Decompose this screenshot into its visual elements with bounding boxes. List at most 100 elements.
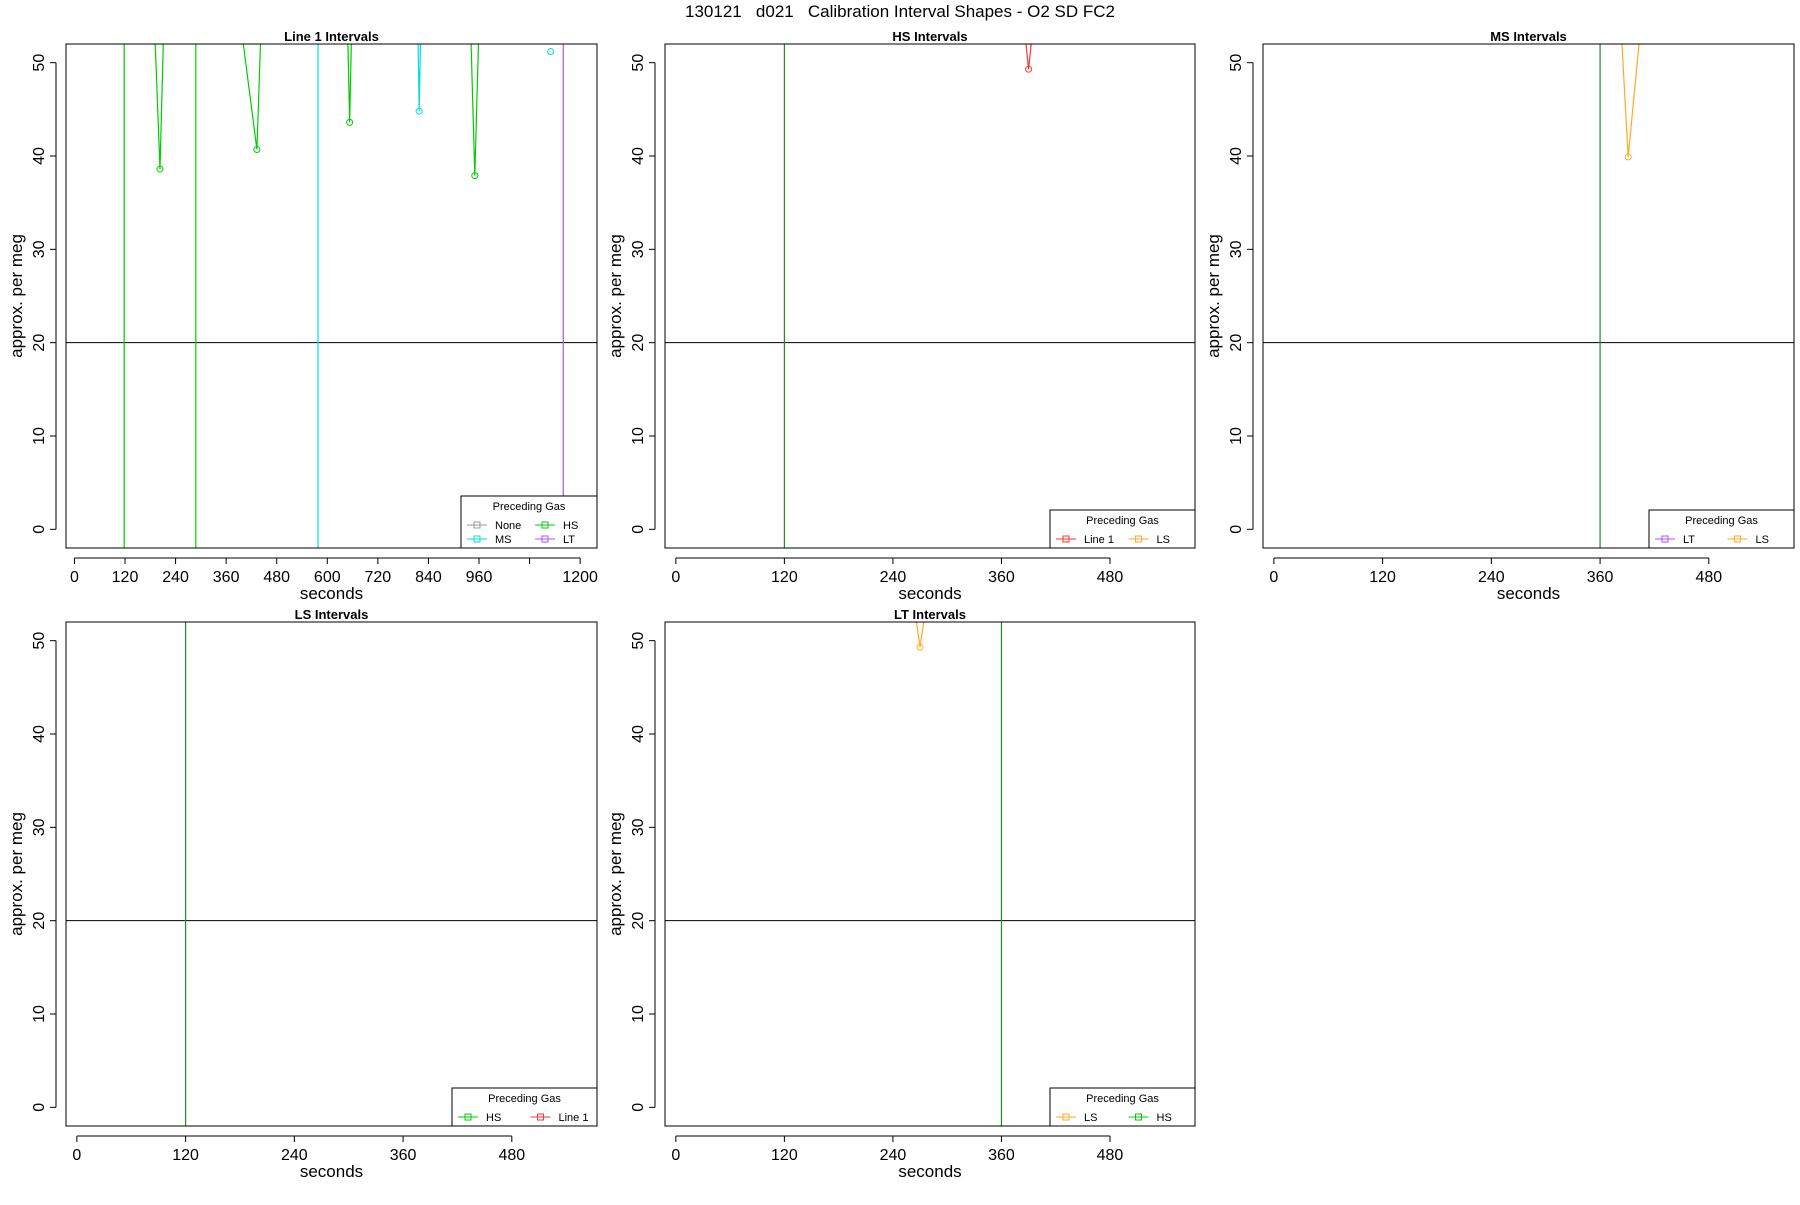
x-tick-label: 480 [263,569,290,586]
legend-label: HS [563,520,578,532]
plot-frame [664,621,1196,1127]
x-tick-label: 240 [880,569,907,586]
legend-marker [1135,535,1142,543]
series-group [915,622,925,651]
legend-label: None [495,520,521,532]
series-line [347,44,352,123]
legend-label: LS [1157,534,1170,546]
x-tick-label: 240 [880,1147,907,1164]
chart-panel-4: LS Intervals 0 120 240 360 480 seconds 0 10 20 30 4… [7,607,598,1181]
data-point [547,47,555,55]
plot-frame [65,43,598,549]
y-tick-label: 10 [1228,427,1245,445]
y-tick-label: 50 [31,632,48,650]
legend-entry: LS [1128,534,1170,546]
y-tick-label: 40 [1228,147,1245,165]
legend-label: HS [486,1112,501,1124]
x-axis-label: seconds [300,584,363,603]
chart-panel-1: Line 1 Intervals 0 120 240 360 480 600 720 840 96… [7,29,598,603]
legend-title: Preceding Gas [1086,1093,1159,1105]
legend: Preceding Gas None HS MS LT [460,495,598,549]
y-axis-label: approx. per meg [606,234,625,358]
legend-box [1049,509,1196,549]
x-tick-label: 120 [172,1147,199,1164]
panel-title: HS Intervals [892,29,967,44]
series-line [242,44,262,150]
series-line [470,44,480,176]
y-tick-label: 40 [31,725,48,743]
legend-label: LT [1683,534,1695,546]
data-point [1025,65,1033,73]
legend-marker [537,1113,544,1121]
x-axis: 0 120 240 360 480 [671,557,1124,586]
legend-entry: None [467,520,521,532]
x-tick-label: 480 [1097,569,1124,586]
y-tick-label: 50 [630,54,647,72]
legend-label: LS [1756,534,1769,546]
legend-entry: LT [1655,534,1695,546]
chart-panel-5: LT Intervals 0 120 240 360 480 seconds 0 10 20 30 4… [606,607,1196,1181]
legend-marker [464,1113,472,1121]
legend-entry: LS [1056,1112,1097,1124]
x-tick-label: 840 [415,569,442,586]
y-tick-label: 10 [31,427,48,445]
y-tick-label: 20 [630,912,647,930]
y-tick-label: 30 [31,818,48,836]
legend-entry: LT [535,534,575,546]
chart-panel-2: HS Intervals 0 120 240 360 480 seconds 0 10 20 30 4… [606,29,1196,603]
legend-label: LS [1084,1112,1097,1124]
legend-box [1049,1087,1196,1127]
series-line [1025,44,1032,70]
y-tick-label: 0 [31,1103,48,1112]
x-tick-label: 360 [988,569,1015,586]
y-tick-label: 10 [31,1005,48,1023]
legend-entry: LS [1727,534,1769,546]
x-tick-label: 120 [771,569,798,586]
x-tick-label: 120 [771,1147,798,1164]
series-group [154,44,555,180]
legend-label: MS [495,534,512,546]
panel-title: LT Intervals [894,607,966,622]
x-axis: 0 120 240 360 480 [1269,557,1722,586]
legend-marker [473,535,481,543]
y-axis: 0 10 20 30 40 50 [630,54,656,534]
y-axis-label: approx. per meg [7,812,26,936]
y-tick-label: 40 [31,147,48,165]
legend-label: HS [1157,1112,1172,1124]
x-axis: 0 120 240 360 480 600 720 840 960 1200 [70,557,598,586]
legend-title: Preceding Gas [488,1093,561,1105]
legend-label: Line 1 [559,1112,589,1124]
y-tick-label: 0 [1228,525,1245,534]
x-tick-label: 600 [314,569,341,586]
x-tick-label: 240 [281,1147,308,1164]
y-tick-label: 20 [630,334,647,352]
y-tick-label: 50 [1228,54,1245,72]
x-axis: 0 120 240 360 480 [72,1135,525,1164]
y-tick-label: 20 [31,334,48,352]
y-tick-label: 0 [630,1103,647,1112]
y-axis-label: approx. per meg [1204,234,1223,358]
data-point [253,145,261,153]
plot-frame [1262,43,1795,549]
legend-marker [1062,1113,1070,1121]
x-tick-label: 720 [365,569,392,586]
legend-title: Preceding Gas [1086,515,1159,527]
y-axis-label: approx. per meg [606,812,625,936]
legend-box [460,495,598,549]
legend-marker [1734,535,1741,543]
legend-entry: HS [535,520,578,532]
series-line [1621,44,1640,157]
legend-box [451,1087,598,1127]
legend-label: Line 1 [1084,534,1114,546]
legend-label: LT [563,534,575,546]
x-axis-label: seconds [898,584,961,603]
plot-frame [664,43,1196,549]
y-axis: 0 10 20 30 40 50 [31,54,57,534]
x-tick-label: 360 [988,1147,1015,1164]
legend-marker [541,521,549,529]
legend: Preceding Gas Line 1 LS [1049,509,1196,549]
x-axis-label: seconds [300,1162,363,1181]
legend: Preceding Gas HS Line 1 [451,1087,598,1127]
legend-entry: Line 1 [1056,534,1114,546]
